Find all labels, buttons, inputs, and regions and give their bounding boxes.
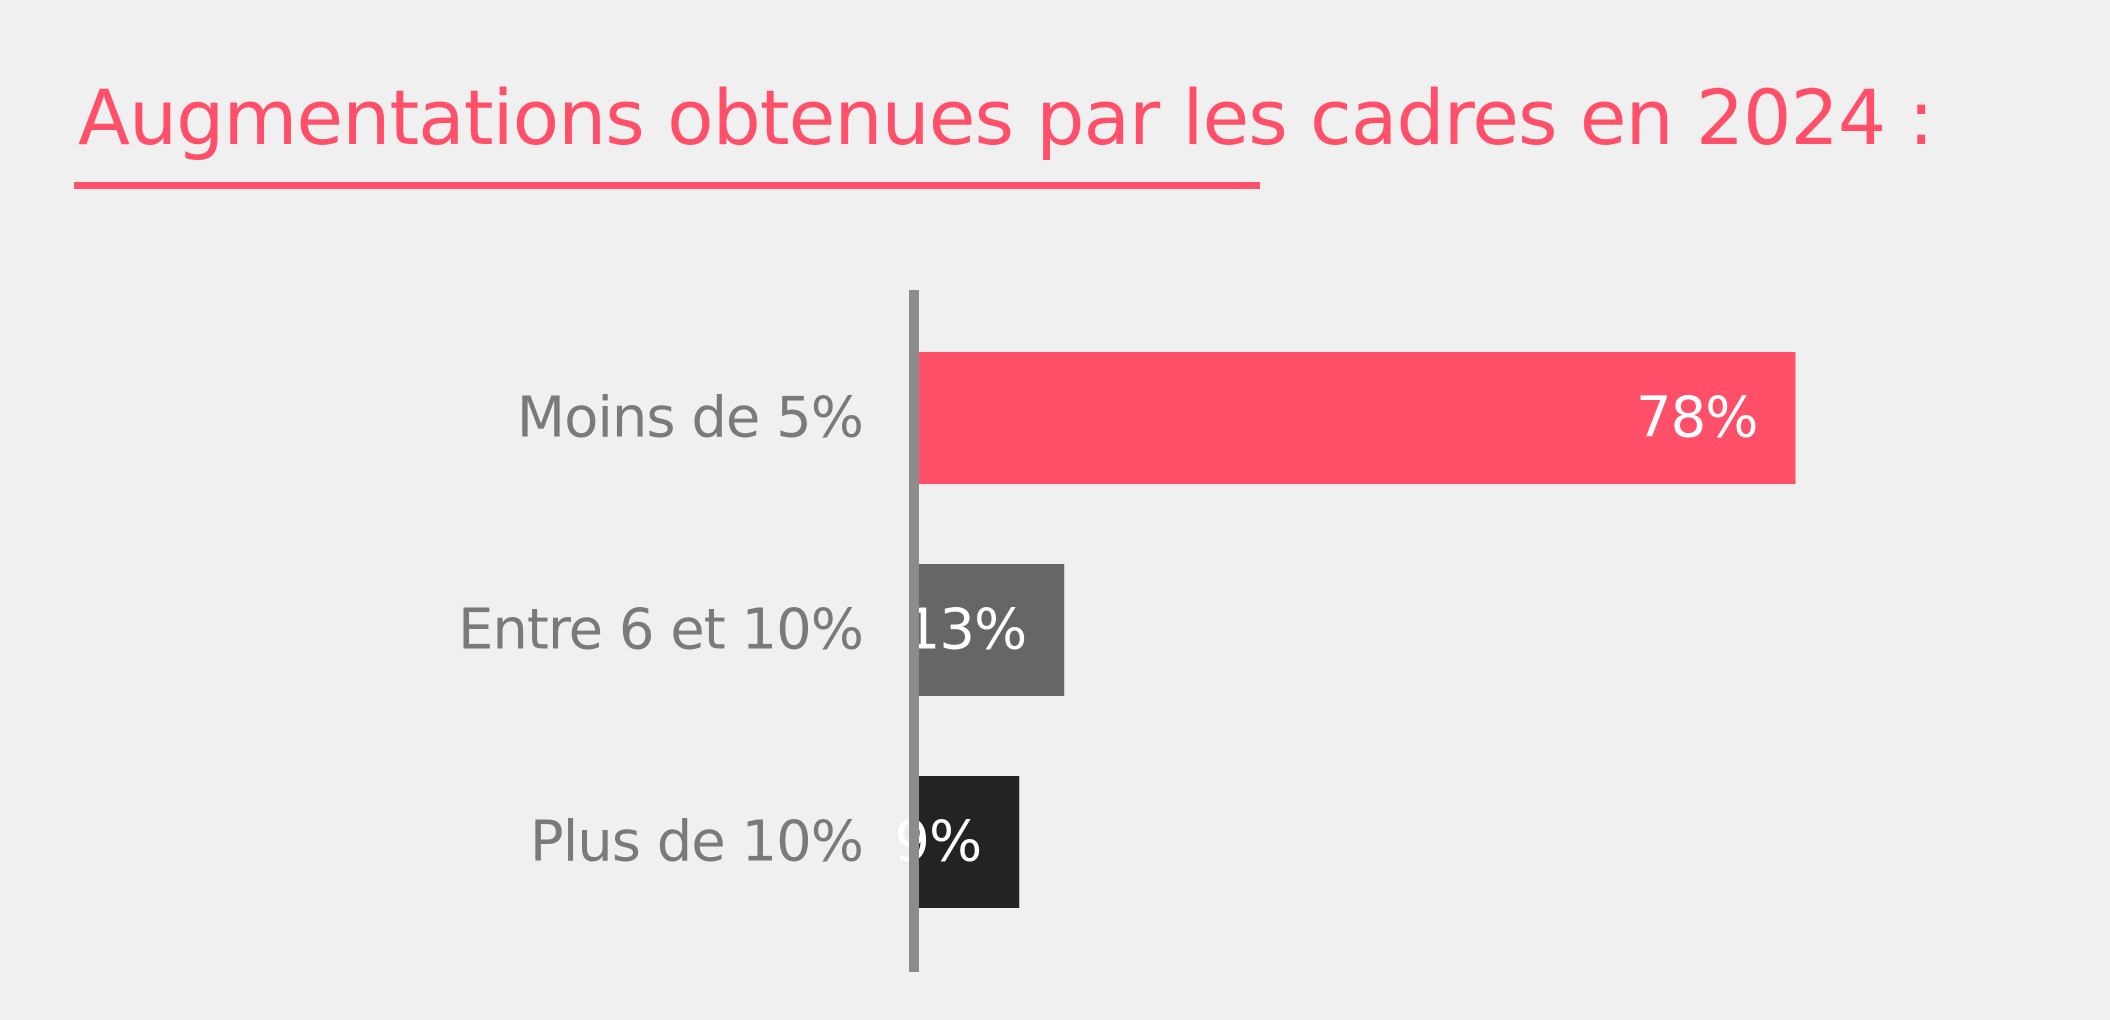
title-underline <box>74 182 1260 189</box>
category-label: Plus de 10% <box>530 810 863 875</box>
bar <box>918 352 1796 484</box>
category-label: Entre 6 et 10% <box>458 598 863 663</box>
value-label: 13% <box>905 598 1026 663</box>
bar <box>918 564 1065 696</box>
value-label: 9% <box>894 810 981 875</box>
bars-layer: Moins de 5% 78% Entre 6 et 10% 13% Plus de 1… <box>458 352 1796 908</box>
bar <box>918 776 1020 908</box>
value-label: 78% <box>1636 386 1757 451</box>
chart-title: Augmentations obtenues par les cadres en… <box>78 73 1934 162</box>
category-label: Moins de 5% <box>517 386 863 451</box>
